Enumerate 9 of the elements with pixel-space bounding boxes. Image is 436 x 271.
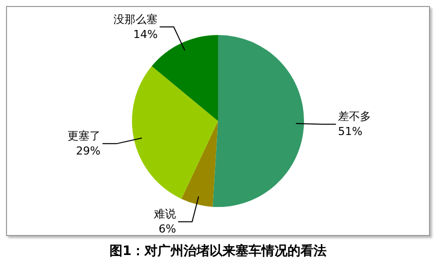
slice-label: 更塞了 [68, 130, 101, 143]
data-label: 51% [338, 125, 362, 138]
data-label: 6% [158, 222, 176, 236]
text: 图1：对广州治堵以来塞车情况的看法 [108, 242, 328, 260]
slice-label: 差不多 [338, 110, 371, 124]
slice-label: 难说 [154, 208, 176, 221]
data-label: 29% [76, 144, 101, 158]
data-label: 14% [133, 28, 158, 41]
slice-label: 没那么塞 [114, 12, 158, 26]
